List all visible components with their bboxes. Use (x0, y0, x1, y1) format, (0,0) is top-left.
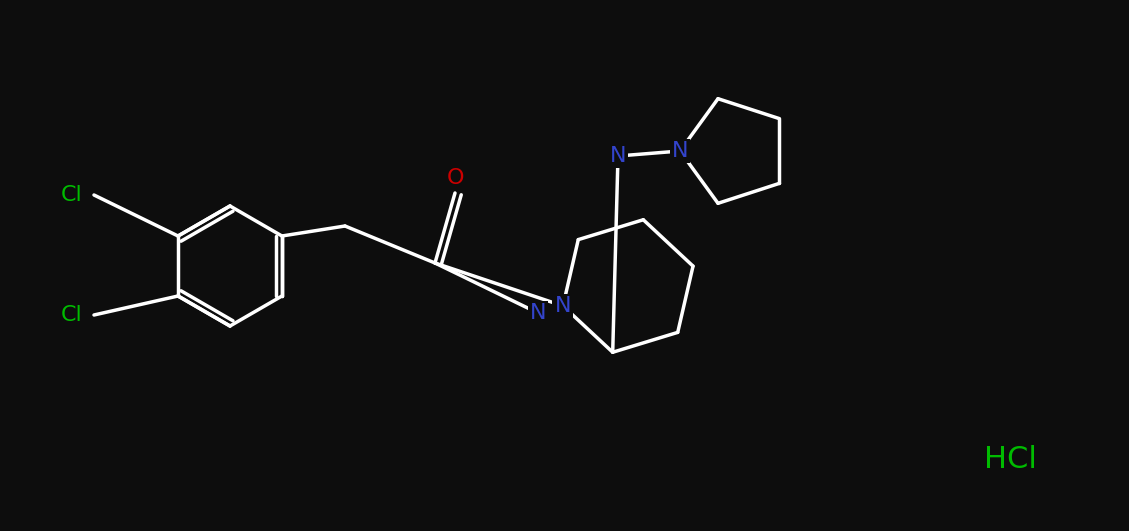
Text: O: O (446, 168, 464, 188)
Text: N: N (530, 303, 546, 323)
Text: N: N (610, 146, 627, 166)
Text: HCl: HCl (983, 446, 1036, 475)
Text: Cl: Cl (61, 305, 82, 325)
Text: N: N (672, 141, 689, 161)
Text: N: N (554, 296, 571, 316)
Text: Cl: Cl (61, 185, 82, 205)
